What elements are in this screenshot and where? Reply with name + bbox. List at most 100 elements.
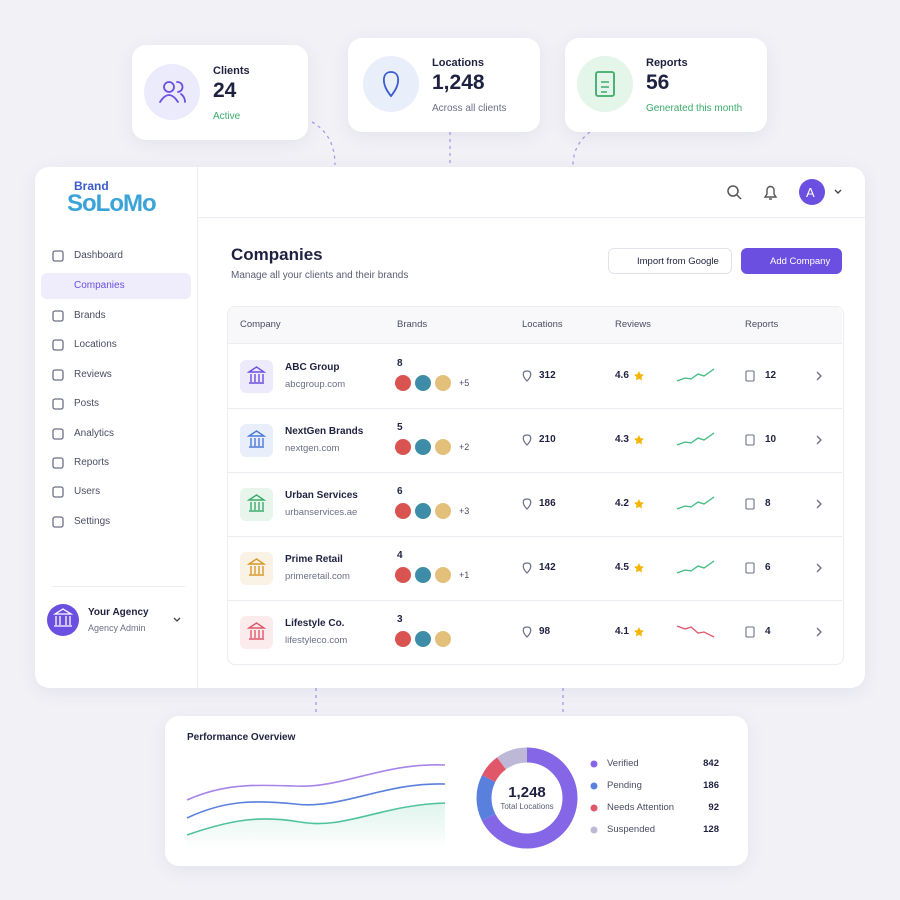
nav-item[interactable]: Posts <box>74 398 100 409</box>
brand-extra: +2 <box>459 442 470 452</box>
bell-icon[interactable] <box>763 185 778 200</box>
brand-extra: +1 <box>459 570 470 580</box>
nav-item[interactable]: Reviews <box>74 369 112 380</box>
nav-icon <box>52 398 64 410</box>
stat-label: Clients <box>213 65 250 77</box>
search-icon[interactable] <box>727 185 739 197</box>
nav-icon <box>52 339 64 351</box>
nav-icon <box>52 486 64 498</box>
location-count: 142 <box>539 562 556 573</box>
add-button[interactable] <box>741 248 842 274</box>
row-chevron[interactable] <box>816 627 822 637</box>
stat-icon <box>601 81 609 93</box>
row-chevron[interactable] <box>816 435 822 445</box>
brand-dot <box>435 567 451 583</box>
location-count: 98 <box>539 626 551 637</box>
avatar[interactable] <box>799 179 825 205</box>
row-chevron[interactable] <box>816 371 822 381</box>
account-role: Agency Admin <box>88 623 146 633</box>
legend-dot <box>590 760 598 768</box>
nav-item[interactable]: Analytics <box>74 428 115 439</box>
stat-icon <box>595 71 615 97</box>
company-name: Lifestyle Co. <box>285 618 345 629</box>
column-header: Locations <box>522 319 563 330</box>
nav-icon <box>52 310 64 322</box>
brand-dot <box>435 439 451 455</box>
star-icon <box>634 499 644 509</box>
brand-count: 8 <box>397 358 403 369</box>
company-icon-bg <box>240 552 273 585</box>
table <box>227 306 844 665</box>
nav-icon <box>52 250 64 262</box>
brand-count: 4 <box>397 550 403 561</box>
stat-note: Active <box>213 111 241 122</box>
report-count: 4 <box>765 626 771 637</box>
performance-title: Performance Overview <box>187 732 296 743</box>
import-button[interactable] <box>608 248 732 274</box>
column-header: Reports <box>745 319 779 330</box>
account-chevron[interactable] <box>173 617 181 622</box>
brand-dot <box>435 631 451 647</box>
wave-area <box>187 803 445 850</box>
nav-item[interactable]: Locations <box>74 339 117 350</box>
avatar-initial: A <box>806 185 815 200</box>
company-icon <box>246 494 267 512</box>
legend-dot <box>590 804 598 812</box>
star-icon <box>634 371 644 381</box>
brand-dot <box>395 503 411 519</box>
company-domain: abcgroup.com <box>285 379 346 390</box>
stat-note: Generated this month <box>646 103 743 114</box>
star-icon <box>634 627 644 637</box>
nav-item[interactable]: Brands <box>74 310 106 321</box>
brand-dot <box>435 503 451 519</box>
account-icon <box>52 608 74 627</box>
legend-dot <box>590 826 598 834</box>
nav-icon <box>52 369 64 381</box>
column-header: Reviews <box>615 319 651 330</box>
account-avatar <box>47 604 79 636</box>
pin-icon <box>522 562 532 574</box>
rating: 4.1 <box>615 626 629 637</box>
row-chevron[interactable] <box>816 563 822 573</box>
stat-icon-bg <box>577 56 633 112</box>
report-icon <box>745 626 755 638</box>
legend-dot <box>590 782 598 790</box>
row-chevron[interactable] <box>816 499 822 509</box>
add-label[interactable]: Add Company <box>770 256 831 267</box>
page-title: Companies <box>231 245 323 264</box>
legend-value: 186 <box>703 780 719 791</box>
stat-note: Across all clients <box>432 103 507 114</box>
wave <box>186 783 446 819</box>
nav-icon <box>52 457 64 469</box>
nav-item[interactable]: Reports <box>74 457 110 468</box>
brand-dot <box>395 375 411 391</box>
search-icon[interactable] <box>736 194 742 200</box>
nav-item[interactable]: Dashboard <box>74 250 123 261</box>
pin-icon <box>522 434 532 446</box>
company-domain: primeretail.com <box>285 571 350 582</box>
company-icon <box>246 430 267 448</box>
nav-item[interactable]: Companies <box>74 280 125 291</box>
account-divider <box>52 586 185 587</box>
pin-icon <box>522 498 532 510</box>
row-divider <box>228 536 842 537</box>
legend-label: Needs Attention <box>607 802 675 813</box>
sparkline <box>676 432 715 446</box>
star-icon <box>634 563 644 573</box>
report-icon <box>745 498 755 510</box>
sidebar-divider <box>197 167 198 688</box>
import-label[interactable]: Import from Google <box>637 256 719 267</box>
stat-icon-bg <box>363 56 419 112</box>
rating: 4.3 <box>615 434 629 445</box>
nav-item[interactable]: Settings <box>74 516 111 527</box>
avatar-chevron[interactable] <box>834 189 842 194</box>
nav-item[interactable]: Users <box>74 486 101 497</box>
stat-icon <box>163 81 175 93</box>
logo-main: SoLoMo <box>67 190 157 217</box>
brand-dot <box>415 567 431 583</box>
legend-label: Pending <box>607 780 642 791</box>
row-divider <box>228 600 842 601</box>
